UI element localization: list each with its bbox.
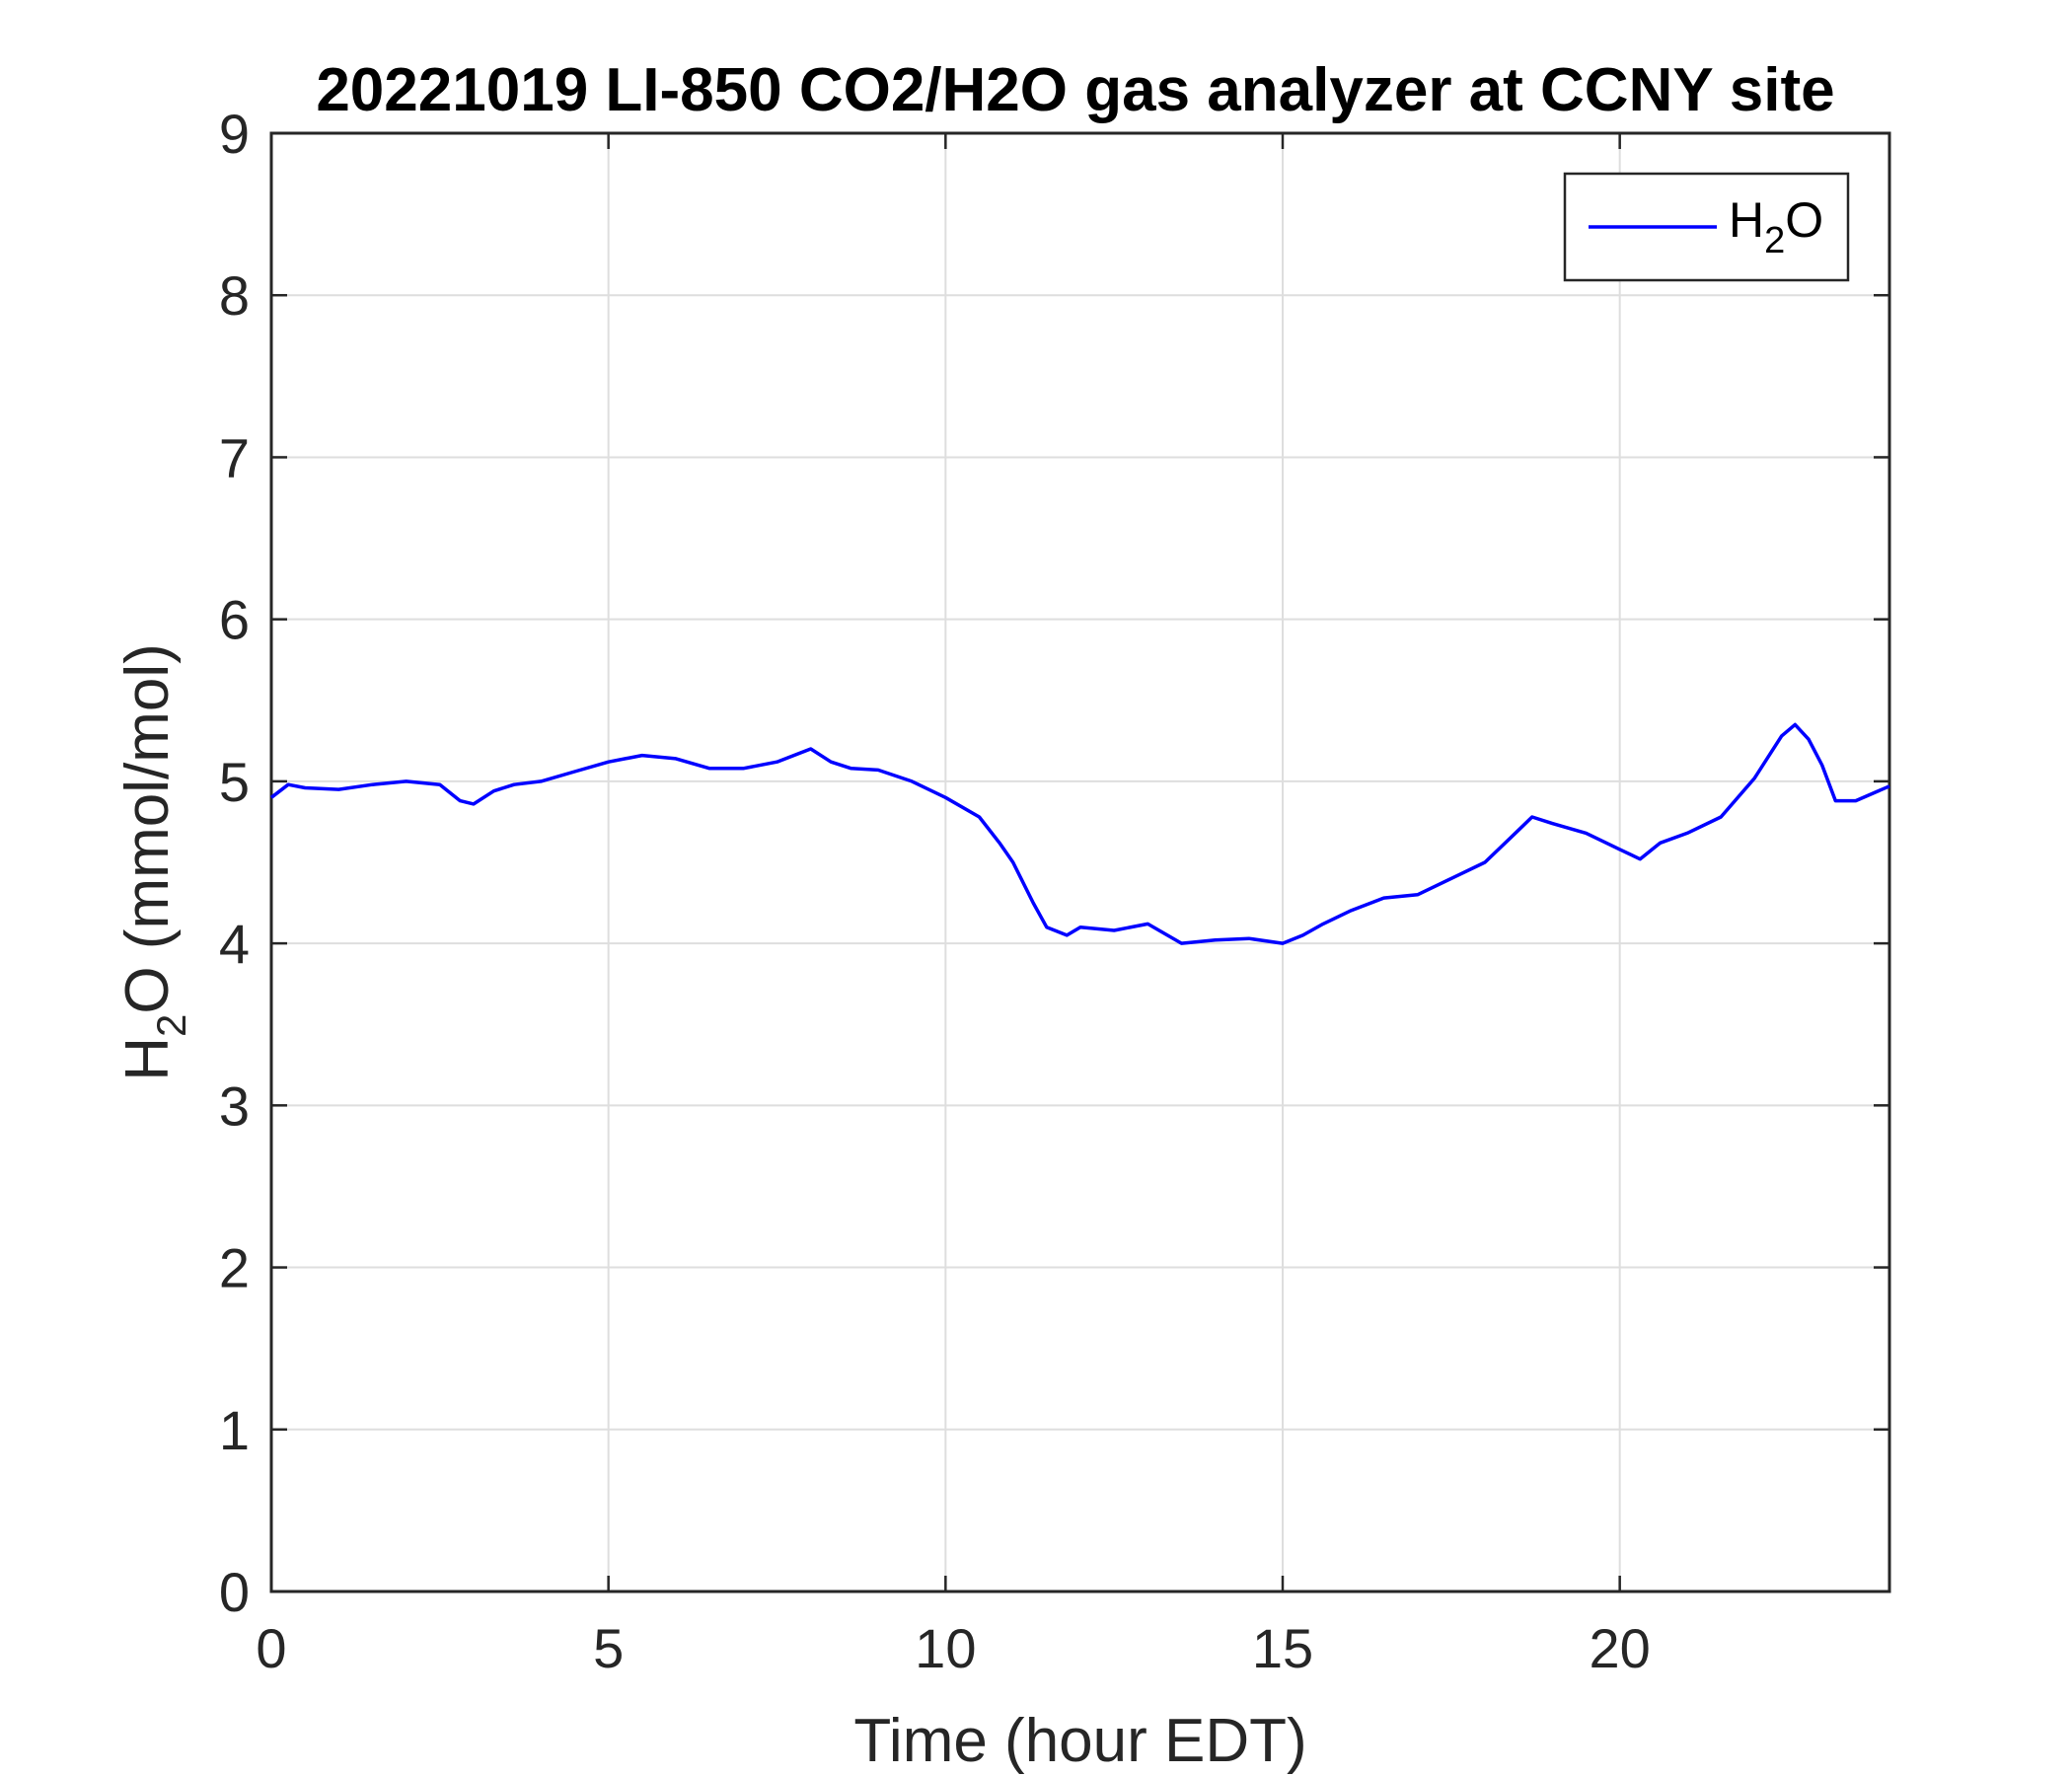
y-tick-label: 7 — [219, 426, 250, 488]
y-axis-label-rest: O (mmol/mol) — [113, 643, 182, 1013]
legend-label-rest: O — [1785, 192, 1823, 248]
x-tick-label: 0 — [256, 1617, 286, 1679]
legend-label-base: H — [1729, 192, 1764, 248]
y-tick-label: 8 — [219, 264, 250, 327]
plot-area-frame — [269, 131, 1891, 1593]
y-tick-label: 2 — [219, 1237, 250, 1299]
x-axis-label: Time (hour EDT) — [853, 1707, 1306, 1775]
legend-label-h2o: H2O — [1729, 192, 1823, 261]
y-tick-label: 6 — [219, 589, 250, 651]
y-tick-labels: 0 1 2 3 4 5 6 7 8 9 — [219, 103, 250, 1623]
y-axis-label-base: H — [113, 1037, 182, 1081]
x-tick-label: 20 — [1590, 1617, 1651, 1679]
y-tick-label: 9 — [219, 103, 250, 165]
y-tick-label: 0 — [219, 1561, 250, 1623]
y-tick-label: 3 — [219, 1074, 250, 1137]
legend: H2O — [1563, 172, 1850, 282]
legend-label-subscript: 2 — [1764, 220, 1785, 261]
series-line-h2o — [269, 722, 1890, 945]
axis-ticks — [269, 131, 1889, 1593]
y-tick-label: 4 — [219, 913, 250, 975]
x-tick-labels: 0 5 10 15 20 — [256, 1617, 1650, 1679]
x-tick-label: 15 — [1252, 1617, 1313, 1679]
x-tick-label: 10 — [915, 1617, 976, 1679]
y-tick-label: 5 — [219, 751, 250, 813]
y-axis-label: H2O (mmol/mol) — [113, 643, 194, 1081]
chart-title: 20221019 LI-850 CO2/H2O gas analyzer at … — [316, 56, 1834, 124]
y-tick-label: 1 — [219, 1399, 250, 1461]
series-lines — [269, 722, 1890, 945]
x-tick-label: 5 — [593, 1617, 624, 1679]
y-axis-label-subscript: 2 — [148, 1014, 194, 1037]
